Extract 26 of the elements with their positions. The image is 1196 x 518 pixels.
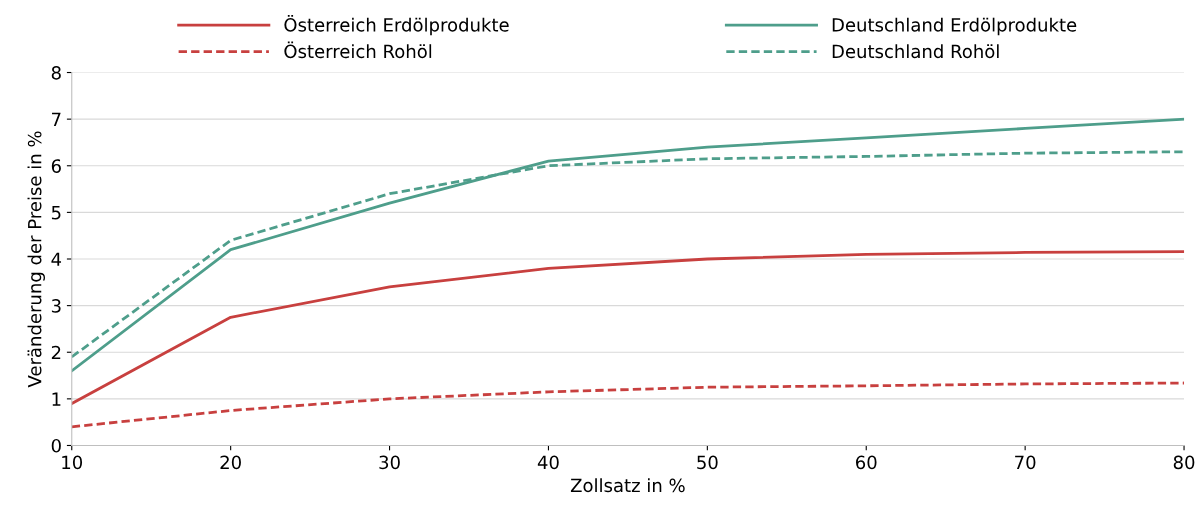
- x-tick-label: 80: [1173, 455, 1195, 470]
- x-tick-label: 60: [856, 455, 877, 470]
- legend-label: Deutschland Rohöl: [832, 44, 999, 59]
- y-tick-label: 5: [51, 206, 61, 220]
- x-axis-title: Zollsatz in %: [570, 478, 685, 493]
- y-tick-label: 3: [51, 299, 61, 313]
- y-tick-label: 0: [51, 438, 61, 453]
- x-tick-label: 30: [379, 455, 400, 470]
- y-tick-label: 6: [51, 159, 61, 173]
- x-tick-label: 10: [62, 455, 83, 470]
- y-axis-title: Veränderung der Preise in %: [27, 131, 45, 388]
- y-tick-label: 8: [51, 65, 61, 80]
- line-series: [71, 250, 1185, 405]
- legend-label: Deutschland Erdölprodukte: [832, 17, 1077, 36]
- legend-label: Österreich Rohöl: [284, 41, 432, 59]
- line-series: [71, 117, 1185, 373]
- y-tick-label: 7: [52, 112, 61, 126]
- y-tick-label: 1: [52, 392, 61, 406]
- x-tick-label: 70: [1015, 455, 1036, 470]
- line-series: [71, 381, 1185, 429]
- legend-label: Österreich Erdölprodukte: [284, 14, 509, 36]
- x-tick-label: 50: [697, 455, 718, 470]
- x-tick-label: 20: [220, 455, 241, 470]
- x-tick-label: 40: [537, 455, 559, 470]
- y-tick-label: 4: [51, 252, 62, 266]
- y-tick-label: 2: [51, 345, 61, 360]
